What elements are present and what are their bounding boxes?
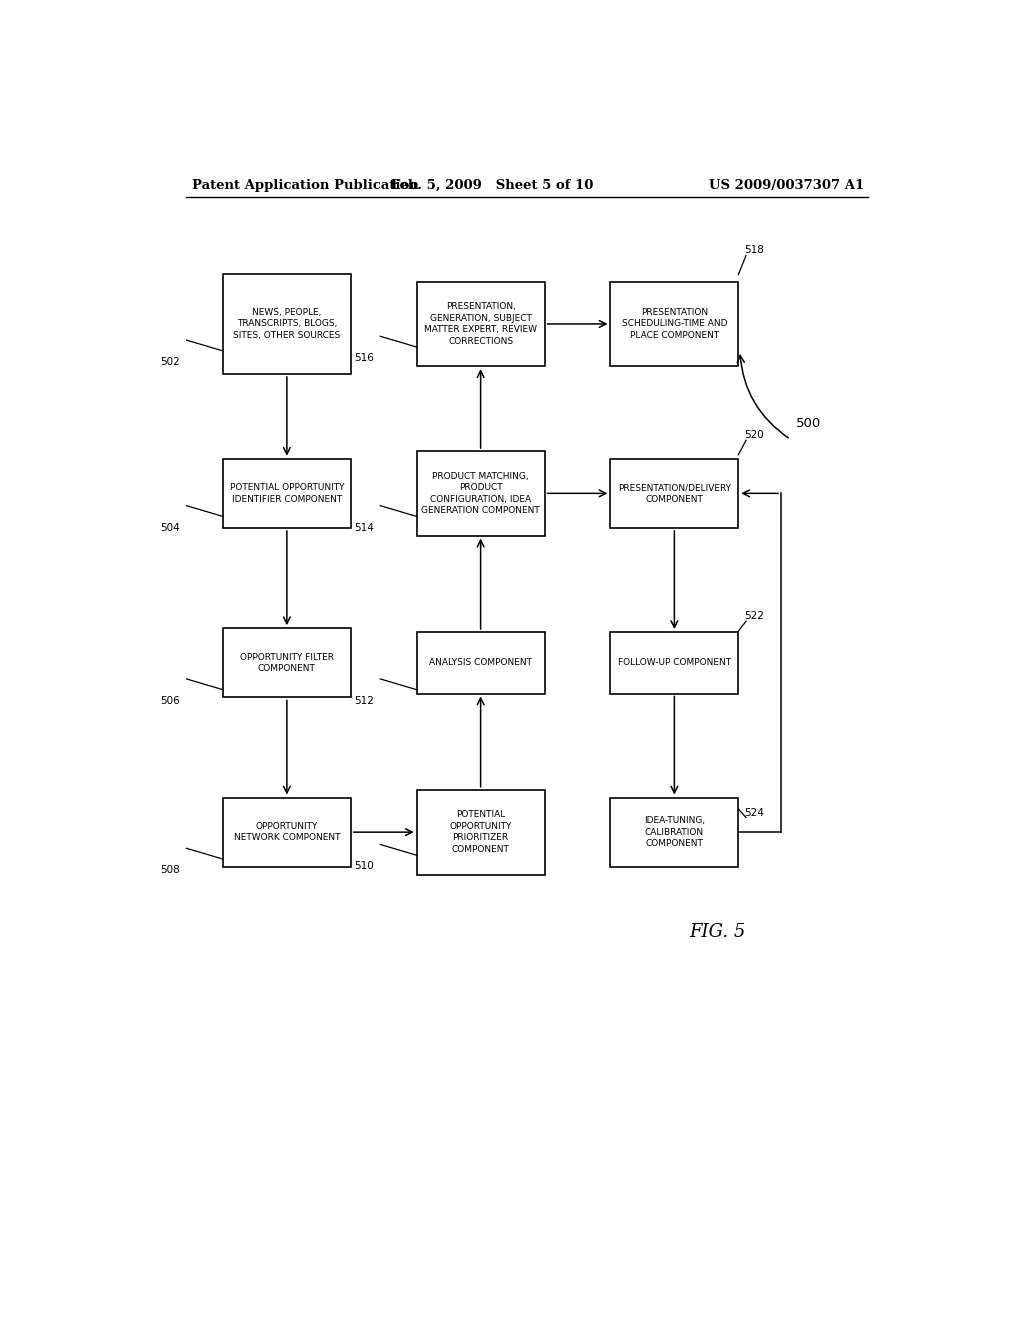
Text: POTENTIAL OPPORTUNITY
IDENTIFIER COMPONENT: POTENTIAL OPPORTUNITY IDENTIFIER COMPONE…	[229, 483, 344, 503]
Text: Patent Application Publication: Patent Application Publication	[191, 180, 418, 193]
Text: 508: 508	[161, 866, 180, 875]
Text: NEWS, PEOPLE,
TRANSCRIPTS, BLOGS,
SITES, OTHER SOURCES: NEWS, PEOPLE, TRANSCRIPTS, BLOGS, SITES,…	[233, 308, 341, 341]
Text: 524: 524	[744, 808, 764, 817]
Text: FOLLOW-UP COMPONENT: FOLLOW-UP COMPONENT	[617, 659, 731, 667]
Text: US 2009/0037307 A1: US 2009/0037307 A1	[709, 180, 864, 193]
Text: PRESENTATION/DELIVERY
COMPONENT: PRESENTATION/DELIVERY COMPONENT	[617, 483, 731, 503]
Text: 516: 516	[354, 354, 374, 363]
Text: 520: 520	[744, 430, 764, 441]
Text: 512: 512	[354, 696, 374, 706]
Text: PRESENTATION,
GENERATION, SUBJECT
MATTER EXPERT, REVIEW
CORRECTIONS: PRESENTATION, GENERATION, SUBJECT MATTER…	[424, 302, 538, 346]
Text: ANALYSIS COMPONENT: ANALYSIS COMPONENT	[429, 659, 532, 667]
Text: POTENTIAL
OPPORTUNITY
PRIORITIZER
COMPONENT: POTENTIAL OPPORTUNITY PRIORITIZER COMPON…	[450, 810, 512, 854]
Bar	[610, 459, 738, 528]
Text: PRESENTATION
SCHEDULING-TIME AND
PLACE COMPONENT: PRESENTATION SCHEDULING-TIME AND PLACE C…	[622, 308, 727, 341]
Text: 518: 518	[744, 246, 764, 256]
Text: 522: 522	[744, 611, 764, 622]
Bar	[417, 281, 545, 367]
Text: FIG. 5: FIG. 5	[689, 923, 745, 941]
Bar	[610, 632, 738, 693]
Text: OPPORTUNITY FILTER
COMPONENT: OPPORTUNITY FILTER COMPONENT	[240, 652, 334, 673]
Bar	[610, 797, 738, 867]
Bar	[417, 632, 545, 693]
Text: PRODUCT MATCHING,
PRODUCT
CONFIGURATION, IDEA
GENERATION COMPONENT: PRODUCT MATCHING, PRODUCT CONFIGURATION,…	[421, 471, 540, 515]
Text: 510: 510	[354, 862, 374, 871]
Text: 506: 506	[161, 696, 180, 706]
Bar	[417, 789, 545, 875]
Bar	[223, 628, 351, 697]
Text: 514: 514	[354, 523, 374, 532]
Text: IDEA-TUNING,
CALIBRATION
COMPONENT: IDEA-TUNING, CALIBRATION COMPONENT	[644, 816, 705, 849]
Bar	[223, 275, 351, 374]
Text: 502: 502	[161, 358, 180, 367]
Text: 500: 500	[796, 417, 821, 430]
Bar	[223, 459, 351, 528]
Bar	[417, 451, 545, 536]
Text: 504: 504	[161, 523, 180, 532]
Bar	[610, 281, 738, 367]
Text: Feb. 5, 2009   Sheet 5 of 10: Feb. 5, 2009 Sheet 5 of 10	[391, 180, 594, 193]
Text: OPPORTUNITY
NETWORK COMPONENT: OPPORTUNITY NETWORK COMPONENT	[233, 822, 340, 842]
Bar	[223, 797, 351, 867]
